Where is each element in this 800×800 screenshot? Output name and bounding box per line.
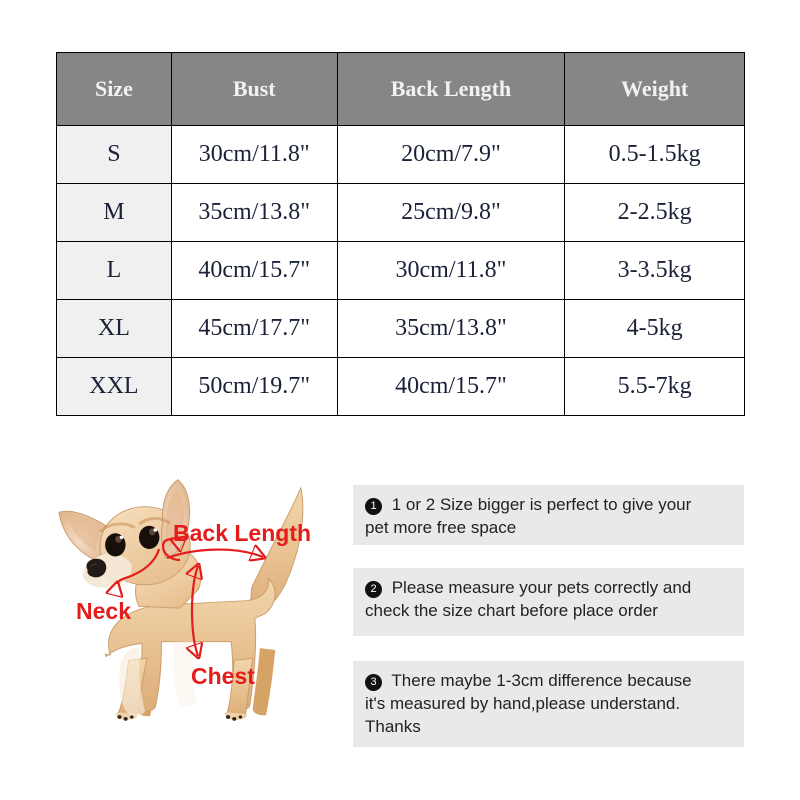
svg-text:Neck: Neck	[76, 598, 131, 624]
svg-text:Chest: Chest	[191, 663, 255, 689]
svg-text:Back Length: Back Length	[173, 520, 311, 546]
